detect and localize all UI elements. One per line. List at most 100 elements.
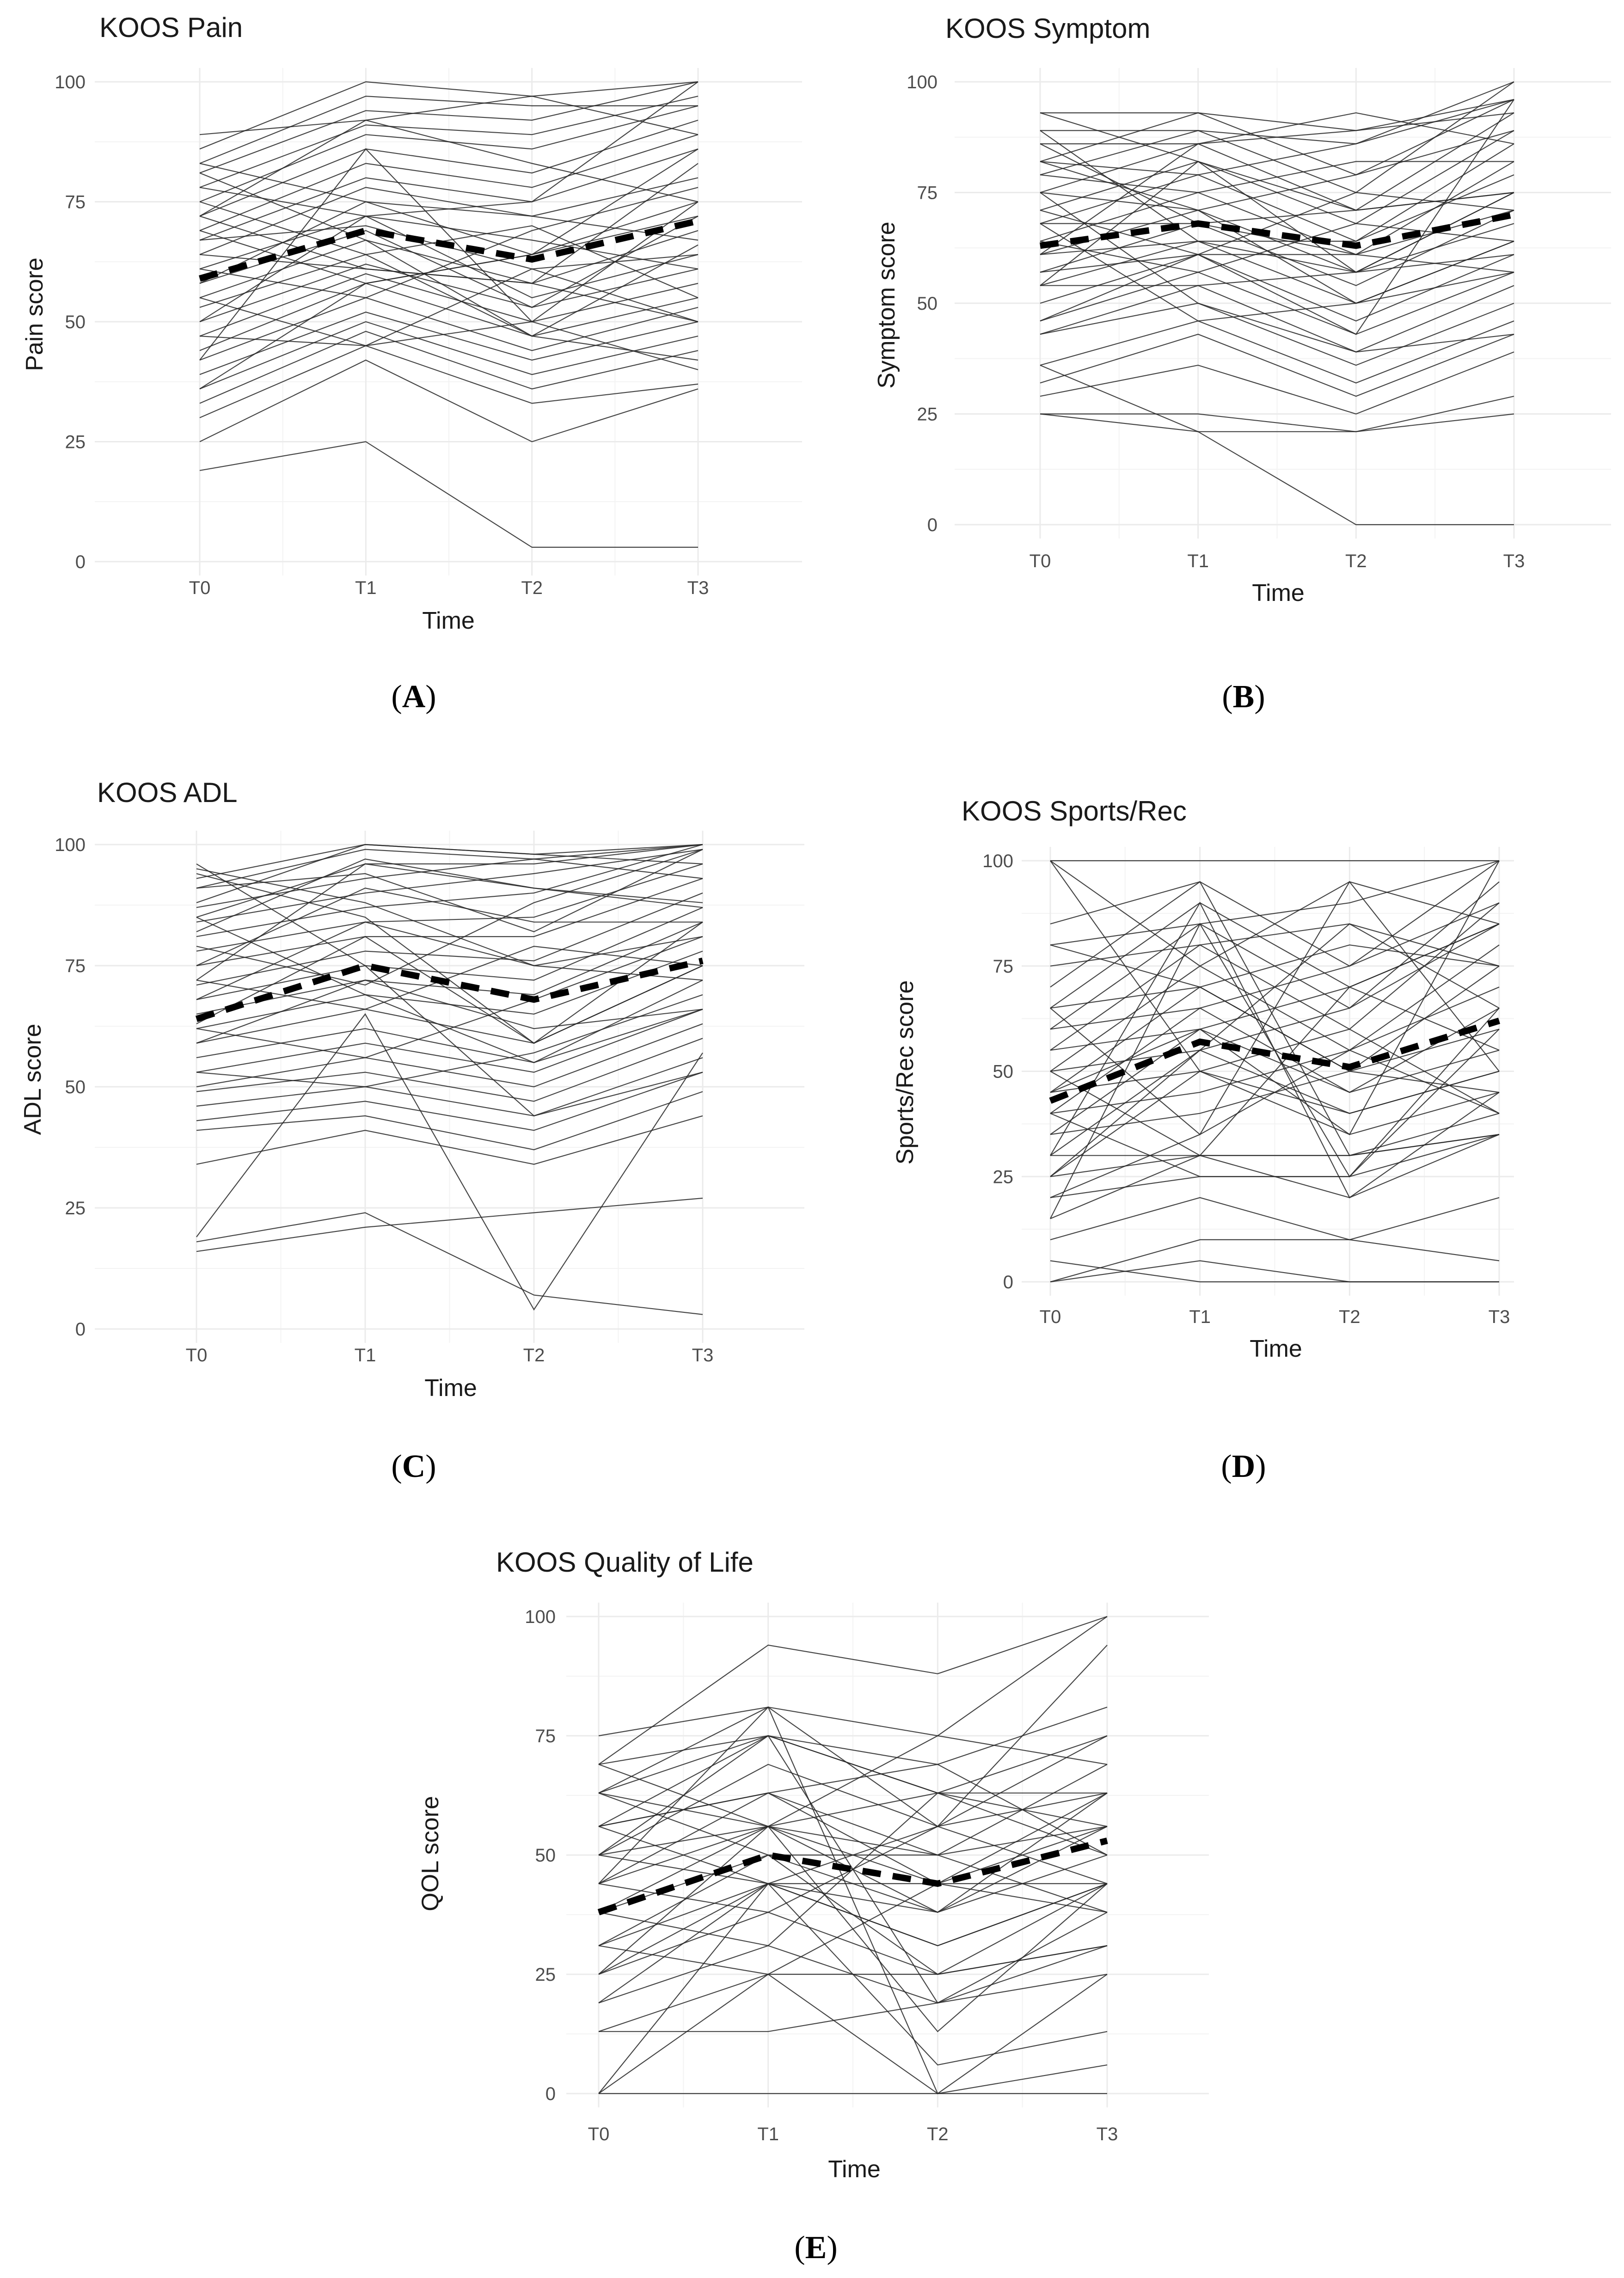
- subject-trajectory: [196, 878, 703, 967]
- subject-trajectory: [199, 268, 699, 347]
- subject-trajectory: [196, 888, 703, 966]
- chart-title: KOOS Symptom: [945, 13, 1150, 44]
- subject-trajectory: [196, 1023, 703, 1088]
- subject-trajectory: [598, 1616, 1108, 1737]
- subject-trajectory: [199, 95, 699, 135]
- x-tick-label: T0: [588, 2124, 610, 2144]
- x-tick-label: T1: [355, 578, 377, 598]
- x-axis-title: Time: [424, 1375, 477, 1402]
- subject-trajectory: [199, 263, 699, 323]
- subject-trajectory: [199, 134, 699, 231]
- x-tick-label: T1: [757, 2124, 779, 2144]
- subject-trajectory: [1040, 81, 1514, 145]
- y-tick-label: 0: [545, 2084, 556, 2104]
- y-axis-title: Sports/Rec score: [892, 980, 919, 1165]
- x-axis-title: Time: [1252, 580, 1305, 606]
- y-tick-label: 50: [65, 1077, 86, 1097]
- subject-trajectory: [196, 1197, 703, 1252]
- subject-lines: [1040, 81, 1514, 526]
- subject-trajectory: [199, 244, 699, 337]
- subject-trajectory: [599, 1973, 1108, 2032]
- y-tick-label: 50: [917, 294, 938, 314]
- x-tick-label: T1: [1189, 1307, 1211, 1327]
- subject-trajectory: [196, 1212, 703, 1315]
- subject-trajectory: [196, 945, 703, 1010]
- subject-trajectory: [196, 849, 703, 932]
- subject-trajectory: [196, 863, 703, 981]
- subject-trajectory: [196, 994, 703, 1088]
- subject-trajectory: [1050, 881, 1500, 1198]
- subject-trajectory: [196, 849, 703, 923]
- subject-trajectory: [1050, 860, 1500, 946]
- subject-trajectory: [196, 907, 703, 1000]
- subject-trajectory: [199, 148, 699, 241]
- subject-trajectory: [1040, 396, 1514, 432]
- subject-trajectory: [196, 858, 703, 908]
- subject-trajectory: [199, 163, 699, 241]
- subject-trajectory: [196, 892, 703, 986]
- subject-trajectory: [196, 1091, 703, 1151]
- subject-trajectory: [199, 321, 699, 370]
- y-tick-label: 50: [535, 1845, 556, 1866]
- tick-labels: 0 25 50 75 100 T0 T1 T2 T3: [55, 835, 713, 1366]
- y-tick-label: 0: [75, 552, 86, 572]
- y-axis-title: QOL score: [417, 1796, 444, 1911]
- y-tick-label: 25: [535, 1965, 556, 1985]
- subject-trajectory: [199, 321, 699, 390]
- x-tick-label: T2: [1345, 551, 1367, 571]
- subject-trajectory: [1040, 351, 1514, 415]
- mean-line: [597, 1837, 1108, 1916]
- tick-labels: 0 25 50 75 100 T0 T1 T2 T3: [55, 72, 709, 598]
- x-tick-label: T2: [1339, 1307, 1360, 1327]
- subject-trajectory: [1040, 112, 1514, 211]
- y-axis-title: ADL score: [19, 1024, 46, 1135]
- x-tick-label: T1: [1187, 551, 1209, 571]
- subject-trajectory: [1040, 112, 1514, 255]
- y-tick-label: 25: [993, 1167, 1014, 1187]
- subject-trajectory: [1050, 860, 1500, 967]
- subject-trajectory: [1040, 192, 1514, 353]
- x-tick-label: T2: [521, 578, 543, 598]
- subject-trajectory: [598, 1735, 1108, 1794]
- y-tick-label: 0: [1003, 1272, 1013, 1292]
- subject-trajectory: [196, 1072, 703, 1131]
- subject-trajectory: [1040, 99, 1514, 335]
- subject-trajectory: [199, 441, 698, 548]
- subject-trajectory: [196, 1115, 703, 1165]
- subject-trajectory: [199, 81, 699, 174]
- y-tick-label: 25: [65, 1198, 86, 1219]
- x-axis-title: Time: [422, 607, 475, 634]
- subject-trajectory: [199, 297, 699, 361]
- subject-trajectory: [598, 1792, 1108, 1975]
- y-axis-title: Symptom score: [873, 221, 900, 388]
- subject-trajectory: [1050, 1008, 1500, 1177]
- chart-panel-symptom: KOOS Symptom Time Symptom score 0 25 50 75 1…: [873, 13, 1611, 606]
- subject-trajectory: [1050, 1007, 1500, 1135]
- subject-trajectory: [199, 345, 699, 418]
- subject-trajectory: [196, 1057, 703, 1117]
- chart-title: KOOS Sports/Rec: [962, 796, 1187, 827]
- chart-panel-quality-of-life: KOOS Quality of Life Time QOL score 0 25 5…: [417, 1547, 1209, 2183]
- subject-lines: [199, 81, 699, 548]
- x-tick-label: T3: [692, 1345, 714, 1366]
- panel-label-e: (E): [794, 2230, 837, 2266]
- chart-panel-pain: KOOS Pain Time Pain score 0 25 50 75 100 T0 T1…: [21, 12, 802, 634]
- x-tick-label: T0: [189, 578, 211, 598]
- y-axis-title: Pain score: [21, 257, 48, 371]
- subject-trajectory: [1050, 1239, 1500, 1283]
- mean-trajectory: [199, 218, 699, 282]
- subject-trajectory: [196, 1009, 703, 1073]
- subject-trajectory: [196, 863, 703, 1117]
- subject-trajectory: [1050, 860, 1500, 1135]
- mean-line: [195, 957, 704, 1022]
- x-tick-label: T0: [1040, 1307, 1061, 1327]
- subject-trajectory: [199, 177, 699, 255]
- subject-trajectory: [196, 1013, 703, 1311]
- subject-trajectory: [196, 921, 703, 1015]
- subject-trajectory: [1040, 365, 1514, 526]
- subject-trajectory: [199, 172, 699, 361]
- subject-trajectory: [598, 1792, 1108, 1856]
- x-axis-title: Time: [828, 2156, 881, 2183]
- y-tick-label: 75: [917, 183, 938, 203]
- tick-labels: 0 25 50 75 100 T0 T1 T2 T3: [982, 851, 1510, 1327]
